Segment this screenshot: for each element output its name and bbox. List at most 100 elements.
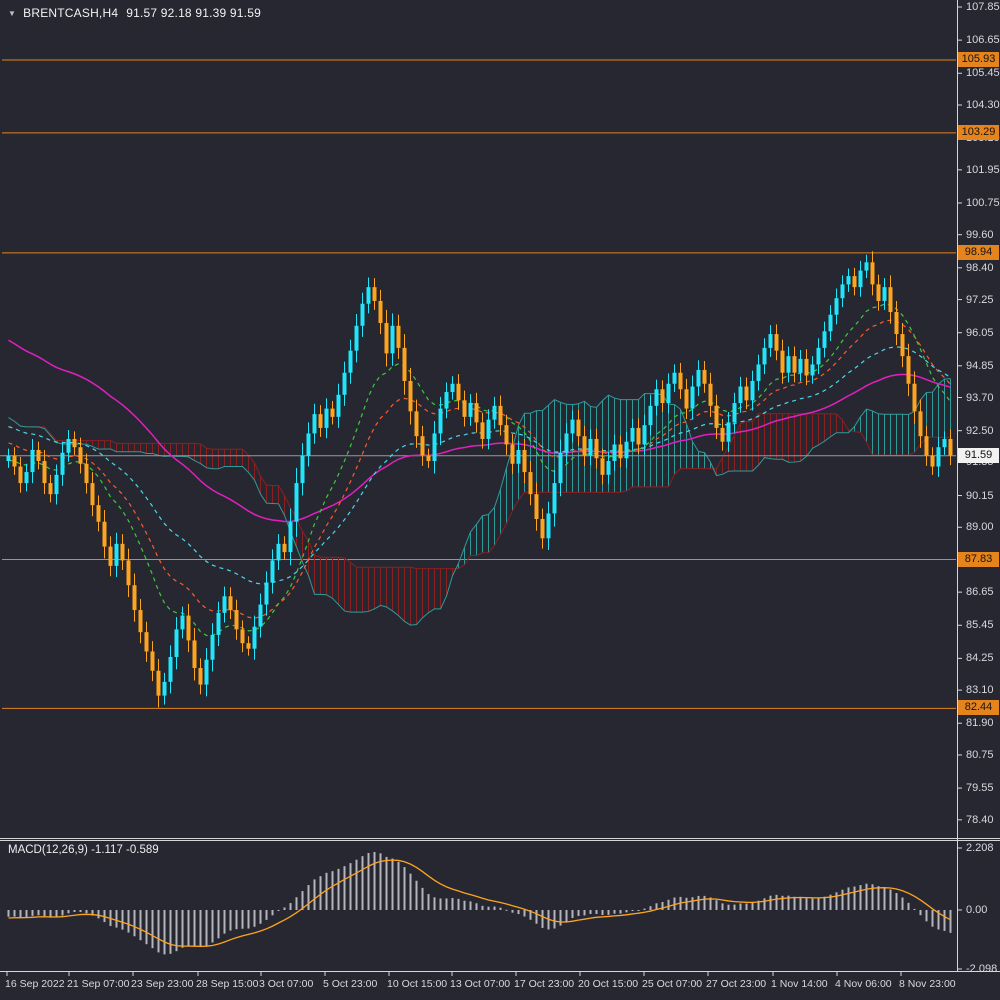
axes <box>0 0 1000 976</box>
candle-body <box>912 383 917 412</box>
candle-body <box>726 422 731 442</box>
candle-body <box>162 681 167 696</box>
candle-body <box>690 386 695 409</box>
macd-bar <box>829 894 832 910</box>
macd-bar <box>571 910 574 919</box>
candle-body <box>216 612 221 635</box>
candle-body <box>648 405 653 426</box>
candle-body <box>450 383 455 393</box>
candle-body <box>456 383 461 401</box>
candle-body <box>282 543 287 553</box>
candle-body <box>72 438 77 448</box>
candle-body <box>342 372 347 395</box>
macd-bar <box>763 898 766 910</box>
symbol-dropdown-icon[interactable]: ▼ <box>8 9 17 18</box>
price-tick-label: 94.85 <box>966 359 994 372</box>
macd-bar <box>373 852 376 910</box>
macd-bar <box>847 887 850 910</box>
macd-bar <box>121 910 124 930</box>
macd-bar <box>151 910 154 949</box>
macd-bar <box>493 906 496 910</box>
macd-bar <box>319 876 322 910</box>
time-label: 20 Oct 15:00 <box>578 978 639 990</box>
macd-bar <box>589 910 592 914</box>
macd-histogram <box>7 852 952 955</box>
candle-body <box>366 287 371 304</box>
macd-bar <box>439 898 442 910</box>
candle-body <box>150 651 155 671</box>
candle-body <box>300 455 305 484</box>
candle-body <box>672 372 677 384</box>
candle-body <box>138 610 143 633</box>
candle-body <box>738 386 743 404</box>
candle-body <box>384 323 389 354</box>
macd-bar <box>349 863 352 910</box>
candle-body <box>654 389 659 406</box>
macd-bar <box>643 908 646 910</box>
candle-body <box>420 436 425 456</box>
macd-bar <box>61 910 64 916</box>
macd-bar <box>715 900 718 910</box>
macd-bar <box>331 871 334 910</box>
macd-bar <box>67 910 70 914</box>
macd-bar <box>433 897 436 910</box>
macd-name: MACD(12,26,9) <box>8 844 88 856</box>
candle-body <box>474 403 479 423</box>
candle-body <box>630 427 635 442</box>
price-level-label: 98.94 <box>958 244 999 260</box>
price-tick-label: 90.15 <box>966 489 994 502</box>
macd-bar <box>145 910 148 945</box>
candle-body <box>528 472 533 495</box>
price-tick-label: 104.30 <box>966 98 1000 111</box>
macd-bar <box>565 910 568 922</box>
candle-body <box>822 331 827 348</box>
macd-bar <box>697 895 700 910</box>
candle-body <box>924 436 929 456</box>
macd-bar <box>193 910 196 947</box>
candle-body <box>54 474 59 495</box>
macd-bar <box>43 910 46 917</box>
candle-body <box>60 452 65 475</box>
candle-body <box>888 287 893 312</box>
macd-bar <box>19 910 22 918</box>
macd-bar <box>805 898 808 910</box>
candle-body <box>444 392 449 409</box>
price-tick-label: 79.55 <box>966 782 994 795</box>
macd-bar <box>427 894 430 910</box>
macd-bar <box>835 892 838 910</box>
macd-bar <box>139 910 142 941</box>
macd-bar <box>115 910 118 928</box>
candle-body <box>174 629 179 657</box>
macd-bar <box>673 897 676 910</box>
candle-body <box>312 414 317 434</box>
candle-body <box>252 626 257 649</box>
macd-values: -1.117 -0.589 <box>91 844 159 856</box>
macd-axis-label: 2.208 <box>966 842 994 854</box>
candle-body <box>468 403 473 417</box>
macd-bar <box>619 910 622 914</box>
candle-body <box>402 347 407 381</box>
macd-bar <box>769 895 772 910</box>
candle-body <box>390 325 395 354</box>
candle-body <box>864 262 869 271</box>
candle-body <box>222 596 227 613</box>
macd-bar <box>745 903 748 910</box>
candle-body <box>156 670 161 696</box>
candle-body <box>234 610 239 630</box>
macd-bar <box>739 903 742 910</box>
macd-bar <box>397 861 400 910</box>
candle-body <box>882 287 887 301</box>
macd-bar <box>247 910 250 929</box>
candle-body <box>870 262 875 285</box>
macd-bar <box>169 910 172 954</box>
macd-bar <box>595 910 598 914</box>
macd-bar <box>235 910 238 930</box>
macd-bar <box>889 889 892 910</box>
candle-body <box>600 458 605 475</box>
macd-bar <box>379 853 382 910</box>
candle-body <box>756 364 761 381</box>
macd-bar <box>817 898 820 910</box>
macd-bar <box>25 910 28 918</box>
candle-body <box>348 350 353 373</box>
